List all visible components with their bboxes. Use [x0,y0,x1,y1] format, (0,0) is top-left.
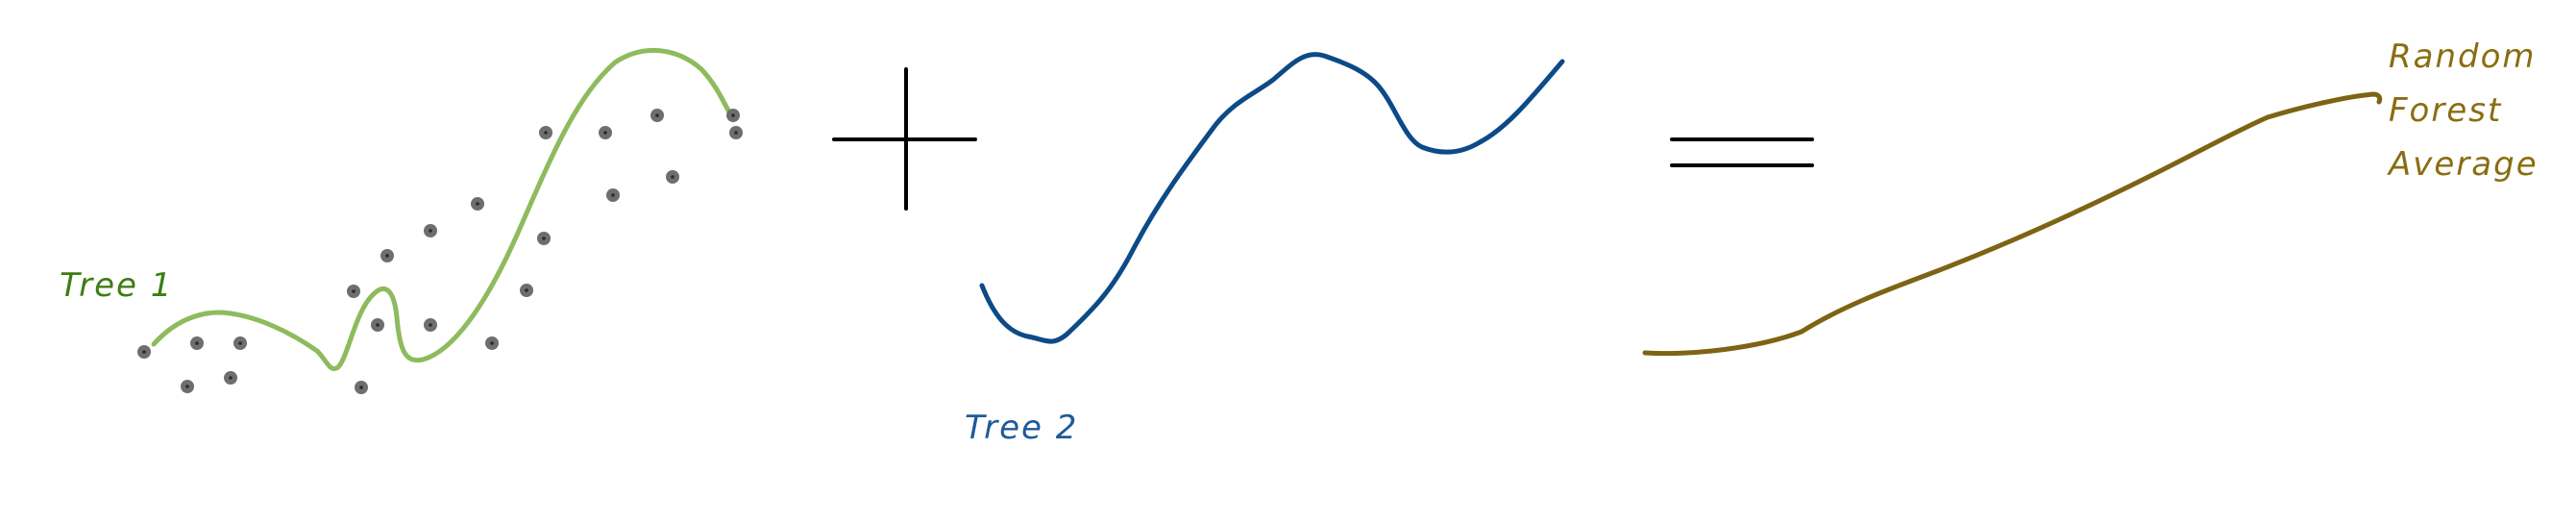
data-point-center [385,254,389,258]
plus-sign [832,67,977,211]
data-point-center [229,376,233,380]
data-point-center [376,323,380,327]
data-point-center [542,237,546,240]
forest-label-line-1: Random [2389,37,2537,76]
forest-label-line-3: Average [2387,145,2539,184]
data-point-center [429,229,432,233]
forest-label-line-2: Forest [2389,91,2502,130]
data-point-center [731,113,735,117]
data-point-center [490,341,494,345]
tree1-label: Tree 1 [60,266,173,305]
data-point-center [655,113,659,117]
data-point-center [195,341,199,345]
data-points [137,109,743,394]
data-point-center [544,131,548,135]
data-point-center [238,341,242,345]
data-point-center [429,323,432,327]
data-point-center [185,385,189,388]
data-point-center [611,193,615,197]
tree2-curve [979,52,1565,344]
tree2-label: Tree 2 [965,409,1078,447]
data-point-center [352,289,356,293]
data-point-center [476,202,479,206]
data-point-center [603,131,607,135]
data-point-center [359,386,363,389]
equals-sign [1670,137,1814,167]
random-forest-average-curve [1642,91,2383,357]
data-point-center [525,288,528,292]
tree1-curve [151,47,731,371]
data-point-center [671,175,675,179]
data-point-center [734,131,738,135]
random-forest-label: Random Forest Average [2387,37,2539,184]
data-point-center [142,350,146,354]
